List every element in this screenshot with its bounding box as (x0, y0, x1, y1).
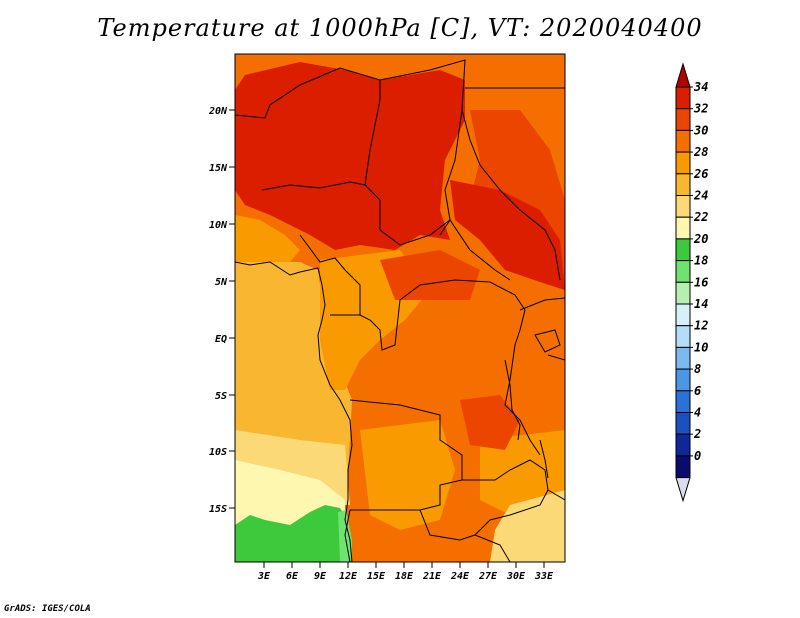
border-botswana (474, 534, 511, 562)
lake-malawi (539, 439, 549, 479)
lon-tick-label: 15E (367, 571, 386, 582)
colorbar-label: 20 (693, 232, 708, 246)
border-namibia-east (419, 509, 476, 541)
colorbar-label: 12 (694, 319, 708, 333)
lat-tick-label: 20N (208, 106, 228, 117)
colorbar-swatch (675, 455, 691, 479)
colorbar-label: 24 (693, 189, 708, 203)
lon-tick-label: 12E (339, 571, 358, 582)
border-zambia (462, 459, 549, 536)
colorbar-swatch (675, 325, 691, 348)
border-niger-nigeria (261, 181, 366, 191)
colorbar-label: 26 (693, 167, 708, 181)
field-plateau (360, 420, 455, 530)
coastline-west (235, 261, 353, 562)
border-chad (379, 59, 466, 236)
colorbar-label: 10 (694, 340, 708, 354)
colorbar-swatch (675, 368, 691, 392)
colorbar-swatch (675, 238, 691, 262)
lake-tanganyika (504, 359, 521, 441)
lon-tick-labels: 3E 6E 9E 12E 15E 18E 21E 24E 27E 30E 33E (257, 571, 554, 582)
colorbar-label: 2 (693, 427, 701, 441)
lat-tick-label: EQ (215, 334, 227, 345)
temperature-field (235, 54, 565, 562)
map-title: Temperature at 1000hPa [C], VT: 20200404… (97, 14, 703, 42)
colorbar-label: 0 (694, 449, 701, 463)
border-congo (330, 279, 526, 351)
lat-tick-label: 10N (209, 220, 228, 231)
border-namibia (344, 509, 351, 562)
border-uganda (519, 297, 565, 311)
border-drc-east (504, 309, 541, 456)
field-southeast-cool (490, 490, 565, 562)
colorbar-under-triangle (675, 477, 691, 503)
footer-credit: GrADS: IGES/COLA (4, 604, 91, 614)
field-central-hot (380, 250, 480, 300)
lat-tick-label: 5S (215, 391, 227, 402)
colorbar-swatch (675, 151, 691, 175)
colorbar-label: 16 (694, 275, 708, 289)
lat-tick-label: 15S (209, 504, 227, 515)
colorbar-label: 4 (694, 406, 701, 420)
lon-tick-label: 9E (314, 571, 327, 582)
lon-tick-label: 21E (422, 571, 442, 582)
colorbar-swatch (675, 108, 691, 131)
colorbar-label: 34 (693, 80, 708, 94)
colorbar-swatch (675, 260, 691, 283)
border-kenya (547, 354, 565, 361)
field-green (235, 505, 350, 562)
colorbar-label: 22 (693, 210, 708, 224)
colorbar-swatch (675, 390, 691, 413)
colorbar-swatch (675, 216, 691, 240)
lake-victoria (534, 329, 561, 353)
colorbar-swatch (675, 195, 691, 218)
colorbar-label: 28 (693, 145, 708, 159)
colorbar-swatch (675, 412, 691, 435)
colorbar-label: 30 (693, 123, 708, 137)
lon-tick-label: 27E (478, 571, 498, 582)
lon-axis (263, 562, 545, 568)
border-angola (349, 399, 463, 511)
colorbar-label: 6 (694, 384, 701, 398)
colorbar-swatch (675, 281, 691, 305)
border-mozambique (547, 489, 565, 501)
colorbar-swatch (675, 433, 691, 457)
lon-tick-label: 6E (286, 571, 299, 582)
border-car (379, 219, 511, 281)
lat-tick-label: 5N (215, 277, 228, 288)
colorbar-swatch (675, 86, 691, 110)
field-hottest-sudan (450, 180, 565, 290)
lon-tick-label: 33E (534, 571, 554, 582)
colorbar-label: 18 (694, 254, 708, 268)
lon-tick-label: 30E (506, 571, 526, 582)
colorbar-swatch (675, 303, 691, 327)
colorbar-swatch (675, 129, 691, 153)
lon-tick-label: 24E (450, 571, 470, 582)
colorbar-swatch (675, 346, 691, 370)
map-frame (234, 53, 566, 563)
colorbar-label: 14 (694, 297, 708, 311)
lat-tick-labels: 20N 15N 10N 5N EQ 5S 10S 15S (208, 106, 228, 515)
colorbar-label: 32 (693, 102, 708, 116)
lon-tick-label: 3E (257, 571, 271, 582)
lat-tick-label: 15N (209, 163, 228, 174)
field-west-africa-coast (235, 215, 300, 262)
lat-tick-label: 10S (209, 447, 227, 458)
country-borders (235, 59, 565, 562)
field-east-hot (460, 395, 520, 450)
lon-tick-label: 18E (395, 571, 414, 582)
colorbar-label: 8 (694, 362, 701, 376)
border-sudan (461, 109, 561, 281)
border-cameroon (299, 234, 361, 315)
field-hottest-sahara (235, 62, 465, 250)
colorbar-swatch (675, 173, 691, 197)
lat-axis (229, 109, 235, 509)
colorbar-over-triangle (675, 62, 691, 88)
